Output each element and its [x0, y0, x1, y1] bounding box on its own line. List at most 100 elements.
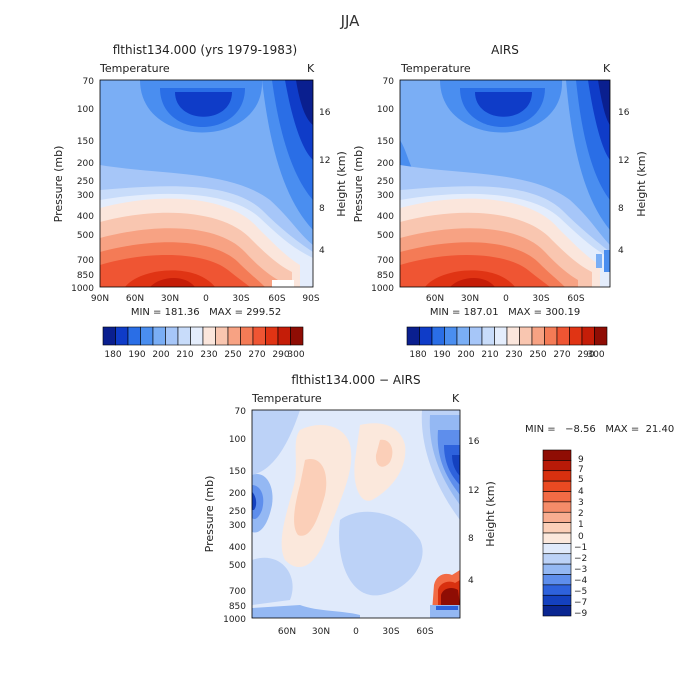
panel-diff: flthist134.000 − AIRS Temperature K	[203, 373, 674, 637]
colorbar-label: 270	[248, 350, 265, 360]
colorbar-label: 180	[104, 350, 121, 360]
panel-airs-y-ticks: 70 100 150 200 250 300 400 500 700 850 1…	[371, 77, 394, 294]
y-tick: 70	[383, 77, 395, 87]
y2-tick: 12	[618, 156, 629, 166]
colorbar-label: 7	[578, 465, 584, 475]
y-tick: 200	[229, 489, 246, 499]
y-tick: 70	[83, 77, 95, 87]
panel-diff-stats: MIN = −8.56 MAX = 21.40	[525, 424, 674, 435]
panel-model-stats: MIN = 181.36 MAX = 299.52	[131, 307, 281, 318]
colorbar-label: 230	[505, 350, 522, 360]
y-tick: 850	[229, 602, 246, 612]
x-tick: 90S	[302, 294, 319, 304]
panel-diff-field-plot	[252, 410, 460, 618]
panel-model-x-ticks: 90N 60N 30N 0 30S 60S 90S	[91, 294, 320, 304]
colorbar-label: 300	[287, 350, 304, 360]
y2-tick: 12	[319, 156, 330, 166]
panel-diff-colorbar	[542, 449, 572, 617]
x-tick: 60S	[567, 294, 584, 304]
panel-model-field-plot	[100, 80, 313, 287]
panel-diff-ylabel: Pressure (mb)	[203, 476, 216, 553]
colorbar-swatch	[542, 584, 572, 596]
panel-diff-title: flthist134.000 − AIRS	[291, 373, 420, 387]
colorbar-label: 4	[578, 487, 584, 497]
x-tick: 30N	[312, 627, 330, 637]
y2-tick: 8	[468, 534, 474, 544]
y-tick: 500	[77, 231, 94, 241]
panel-diff-units: K	[452, 392, 460, 405]
y-tick: 300	[77, 191, 94, 201]
y-tick: 250	[377, 177, 394, 187]
colorbar-swatch	[406, 326, 420, 346]
colorbar-swatch	[506, 326, 520, 346]
colorbar-label: 190	[433, 350, 450, 360]
panel-model-colorbar	[102, 326, 304, 346]
colorbar-swatch	[542, 563, 572, 575]
panel-model-field: Temperature	[99, 62, 170, 75]
x-tick: 60N	[278, 627, 296, 637]
y2-tick: 4	[468, 576, 474, 586]
y-tick: 500	[377, 231, 394, 241]
panel-model-units: K	[307, 62, 315, 75]
colorbar-label: −4	[574, 576, 588, 586]
x-tick: 0	[503, 294, 509, 304]
colorbar-label: −2	[574, 554, 587, 564]
panel-diff-y2label: Height (km)	[484, 481, 497, 547]
colorbar-swatch	[152, 326, 166, 346]
colorbar-label: 180	[409, 350, 426, 360]
panel-model-y2label: Height (km)	[335, 151, 348, 217]
panel-airs-stats: MIN = 187.01 MAX = 300.19	[430, 307, 580, 318]
colorbar-swatch	[240, 326, 254, 346]
colorbar-swatch	[542, 594, 572, 606]
x-tick: 30N	[161, 294, 179, 304]
colorbar-label: 250	[224, 350, 241, 360]
colorbar-label: −9	[574, 609, 588, 619]
colorbar-label: 1	[578, 520, 584, 530]
x-tick: 60S	[268, 294, 285, 304]
colorbar-swatch	[265, 326, 279, 346]
y-tick: 200	[377, 159, 394, 169]
panel-airs-colorbar-labels: 180 190 200 210 230 250 270 290 300	[409, 350, 604, 360]
colorbar-label: 0	[578, 532, 584, 542]
colorbar-swatch	[542, 460, 572, 472]
colorbar-label: 5	[578, 475, 584, 485]
colorbar-label: 300	[587, 350, 604, 360]
x-tick: 0	[203, 294, 209, 304]
x-tick: 30S	[232, 294, 249, 304]
panel-diff-field: Temperature	[251, 392, 322, 405]
colorbar-swatch	[227, 326, 241, 346]
colorbar-swatch	[544, 326, 558, 346]
colorbar-label: 200	[152, 350, 169, 360]
panel-airs-colorbar	[406, 326, 608, 346]
colorbar-swatch	[542, 574, 572, 586]
x-tick: 90N	[91, 294, 109, 304]
y-tick: 400	[77, 212, 94, 222]
colorbar-swatch	[419, 326, 433, 346]
colorbar-swatch	[542, 449, 572, 461]
colorbar-swatch	[115, 326, 129, 346]
colorbar-swatch	[556, 326, 570, 346]
colorbar-label: 9	[578, 455, 584, 465]
colorbar-swatch	[542, 605, 572, 617]
y2-tick: 4	[319, 246, 325, 256]
y2-tick: 16	[468, 437, 480, 447]
panel-model-y-ticks: 70 100 150 200 250 300 400 500 700 850 1…	[71, 77, 94, 294]
y-tick: 1000	[223, 615, 246, 625]
panel-airs-frame	[399, 79, 611, 288]
y2-tick: 4	[618, 246, 624, 256]
colorbar-swatch	[494, 326, 508, 346]
y-tick: 700	[77, 256, 94, 266]
y-tick: 500	[229, 561, 246, 571]
panel-diff-frame	[251, 409, 461, 619]
colorbar-label: 2	[578, 509, 584, 519]
y2-tick: 16	[319, 108, 331, 118]
colorbar-swatch	[531, 326, 545, 346]
y-tick: 100	[229, 435, 246, 445]
y-tick: 70	[235, 407, 247, 417]
panel-airs-field: Temperature	[400, 62, 471, 75]
colorbar-label: 230	[200, 350, 217, 360]
colorbar-label: 3	[578, 498, 584, 508]
x-tick: 30S	[382, 627, 399, 637]
y-tick: 100	[377, 105, 394, 115]
